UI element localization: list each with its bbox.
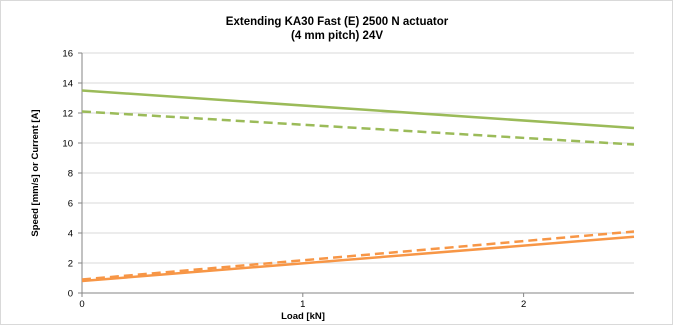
y-tick-label-0: 0 <box>68 289 73 300</box>
series-line-4 <box>81 230 635 281</box>
gridlines <box>82 52 634 264</box>
axes <box>78 52 634 297</box>
chart-title-line-1: Extending KA30 Fast (E) 2500 N actuator <box>226 16 449 28</box>
y-tick-label-12: 12 <box>62 109 73 120</box>
x-tick-label-1: 1 <box>300 299 305 310</box>
series-line-3 <box>81 235 635 283</box>
y-tick-label-8: 8 <box>68 169 73 180</box>
y-tick-label-16: 16 <box>62 49 73 60</box>
chart-title-line-2: (4 mm pitch) 24V <box>291 30 383 42</box>
x-axis-title: Load [kN] <box>281 311 325 322</box>
series-line-1 <box>81 89 635 130</box>
y-tick-label-4: 4 <box>68 229 73 240</box>
x-tick-label-0: 0 <box>79 299 84 310</box>
series-line-2 <box>81 110 635 146</box>
series-lines <box>81 89 635 283</box>
y-tick-label-14: 14 <box>62 79 73 90</box>
x-tick-label-2: 2 <box>521 299 526 310</box>
y-tick-label-10: 10 <box>62 139 73 150</box>
y-axis-title: Speed [mm/s] or Current [A] <box>30 109 41 236</box>
y-tick-label-2: 2 <box>68 259 73 270</box>
y-tick-label-6: 6 <box>68 199 73 210</box>
